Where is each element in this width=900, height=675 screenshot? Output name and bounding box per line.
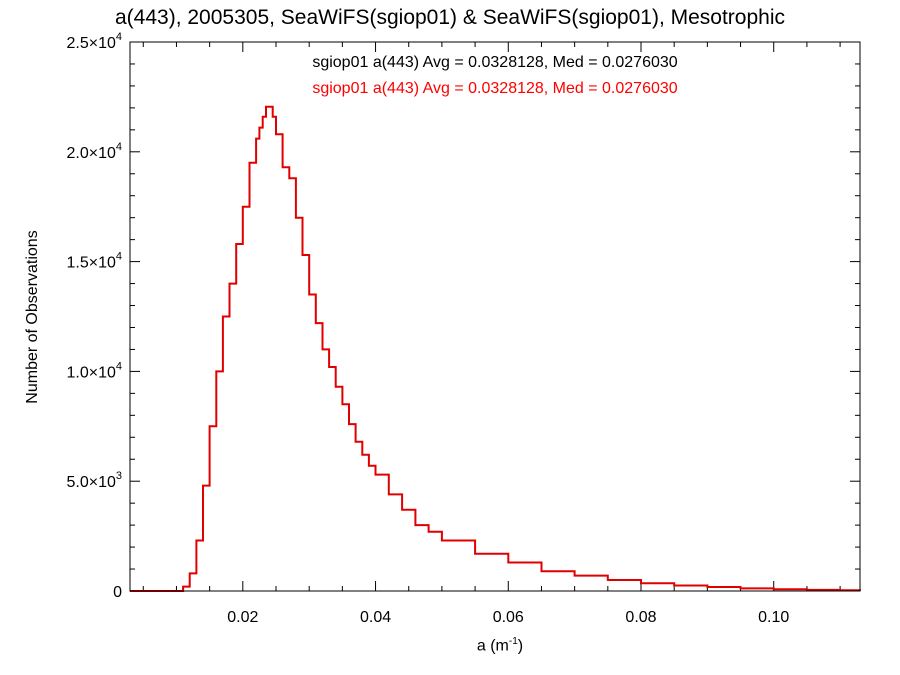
x-axis-label: a (m-1) [0, 636, 900, 655]
plot-frame [129, 41, 861, 592]
y-tick-label: 5.0×103 [66, 470, 122, 491]
tick-labels: 0.02 0.04 0.06 0.08 0.10 0 5.0×103 1.0×104 1.5×1… [66, 31, 789, 626]
x-tick-label: 0.10 [758, 609, 789, 626]
x-tick-label: 0.08 [625, 609, 656, 626]
x-axis-label-exponent: -1 [508, 636, 518, 647]
histogram-series-line [130, 105, 861, 592]
annotation-black: sgiop01 a(443) Avg = 0.0328128, Med = 0.… [312, 54, 678, 71]
x-axis-label-text: a (m [476, 637, 509, 655]
y-tick-label: 2.5×104 [66, 31, 122, 52]
y-tick-label: 1.0×104 [66, 360, 122, 381]
x-tick-label: 0.06 [493, 609, 524, 626]
x-tick-label: 0.02 [227, 609, 258, 626]
annotation-red: sgiop01 a(443) Avg = 0.0328128, Med = 0.… [312, 80, 678, 97]
x-tick-label: 0.04 [360, 609, 391, 626]
chart-title: a(443), 2005305, SeaWiFS(sgiop01) & SeaW… [115, 6, 785, 29]
x-axis-label-suffix: ) [517, 637, 524, 655]
axis-ticks [130, 41, 860, 592]
y-tick-label: 1.5×104 [66, 251, 122, 272]
y-tick-label: 2.0×104 [66, 141, 122, 162]
y-tick-label: 0 [113, 584, 122, 601]
